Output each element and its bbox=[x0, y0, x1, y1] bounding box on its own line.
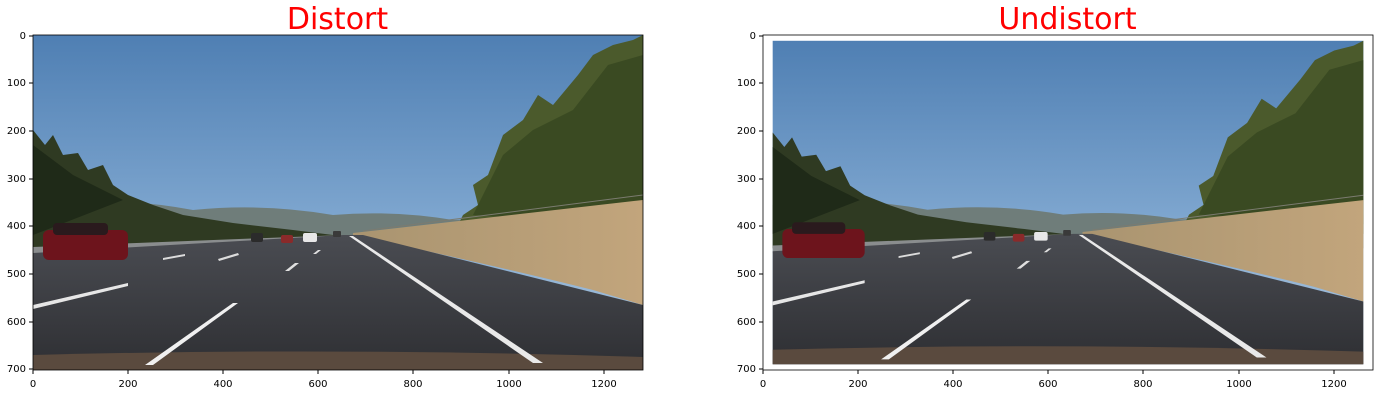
y-tick: 0 bbox=[750, 31, 763, 42]
x-tick-label: 1200 bbox=[1321, 379, 1346, 390]
y-tick: 0 bbox=[20, 31, 33, 42]
panel-undistort: Undistort 0 100 200 300 400 500 600 700 … bbox=[737, 2, 1374, 390]
x-tick: 800 bbox=[403, 370, 423, 390]
x-axis-ticks: 0 200 400 600 800 1000 1200 bbox=[30, 370, 617, 390]
y-tick: 300 bbox=[737, 174, 763, 185]
x-tick: 200 bbox=[118, 370, 138, 390]
y-tick-label: 100 bbox=[737, 78, 756, 89]
y-tick: 700 bbox=[737, 364, 763, 375]
x-tick-label: 800 bbox=[1133, 379, 1152, 390]
panel-title-undistort: Undistort bbox=[998, 2, 1136, 37]
y-tick: 400 bbox=[7, 221, 33, 232]
x-tick-label: 400 bbox=[213, 379, 232, 390]
x-tick: 400 bbox=[943, 370, 963, 390]
x-tick: 800 bbox=[1133, 370, 1153, 390]
y-tick-label: 300 bbox=[737, 174, 756, 185]
y-tick-label: 200 bbox=[737, 126, 756, 137]
y-tick-label: 100 bbox=[7, 78, 26, 89]
x-tick: 1000 bbox=[1226, 370, 1252, 390]
y-tick-label: 0 bbox=[750, 31, 756, 42]
x-tick-label: 1000 bbox=[496, 379, 521, 390]
y-tick-label: 400 bbox=[7, 221, 26, 232]
y-tick-label: 400 bbox=[737, 221, 756, 232]
y-tick-label: 500 bbox=[737, 269, 756, 280]
axes-frame bbox=[32, 34, 644, 371]
x-tick: 600 bbox=[308, 370, 328, 390]
y-tick-label: 700 bbox=[737, 364, 756, 375]
x-tick: 200 bbox=[848, 370, 868, 390]
y-tick-label: 600 bbox=[737, 317, 756, 328]
distorted-road-image bbox=[33, 35, 643, 370]
y-tick: 300 bbox=[7, 174, 33, 185]
y-tick-label: 300 bbox=[7, 174, 26, 185]
x-tick: 1000 bbox=[496, 370, 522, 390]
panel-distort: Distort 0 100 200 300 400 500 600 700 0 … bbox=[7, 2, 644, 390]
x-tick-label: 200 bbox=[118, 379, 137, 390]
y-tick-label: 700 bbox=[7, 364, 26, 375]
x-axis-ticks: 0 200 400 600 800 1000 1200 bbox=[760, 370, 1347, 390]
x-tick-label: 600 bbox=[1038, 379, 1057, 390]
x-tick-label: 1000 bbox=[1226, 379, 1251, 390]
x-tick: 400 bbox=[213, 370, 233, 390]
y-tick-label: 600 bbox=[7, 317, 26, 328]
y-tick: 200 bbox=[7, 126, 33, 137]
panel-title-distort: Distort bbox=[287, 2, 389, 37]
y-tick: 100 bbox=[737, 78, 763, 89]
y-axis-ticks: 0 100 200 300 400 500 600 700 bbox=[7, 31, 33, 375]
y-tick: 500 bbox=[737, 269, 763, 280]
x-tick-label: 0 bbox=[30, 379, 36, 390]
y-tick: 600 bbox=[7, 317, 33, 328]
x-tick: 0 bbox=[30, 370, 36, 390]
y-axis-ticks: 0 100 200 300 400 500 600 700 bbox=[737, 31, 763, 375]
x-tick-label: 400 bbox=[943, 379, 962, 390]
x-tick-label: 600 bbox=[308, 379, 327, 390]
x-tick: 1200 bbox=[1321, 370, 1347, 390]
x-tick-label: 1200 bbox=[591, 379, 616, 390]
undistorted-road-image bbox=[772, 40, 1364, 365]
x-tick: 600 bbox=[1038, 370, 1058, 390]
x-tick-label: 800 bbox=[403, 379, 422, 390]
axes-frame bbox=[762, 34, 1374, 371]
x-tick-label: 0 bbox=[760, 379, 766, 390]
y-tick: 500 bbox=[7, 269, 33, 280]
y-tick: 100 bbox=[7, 78, 33, 89]
y-tick-label: 200 bbox=[7, 126, 26, 137]
y-tick: 400 bbox=[737, 221, 763, 232]
x-tick: 1200 bbox=[591, 370, 617, 390]
y-tick-label: 0 bbox=[20, 31, 26, 42]
y-tick: 700 bbox=[7, 364, 33, 375]
x-tick: 0 bbox=[760, 370, 766, 390]
y-tick-label: 500 bbox=[7, 269, 26, 280]
y-tick: 600 bbox=[737, 317, 763, 328]
x-tick-label: 200 bbox=[848, 379, 867, 390]
y-tick: 200 bbox=[737, 126, 763, 137]
